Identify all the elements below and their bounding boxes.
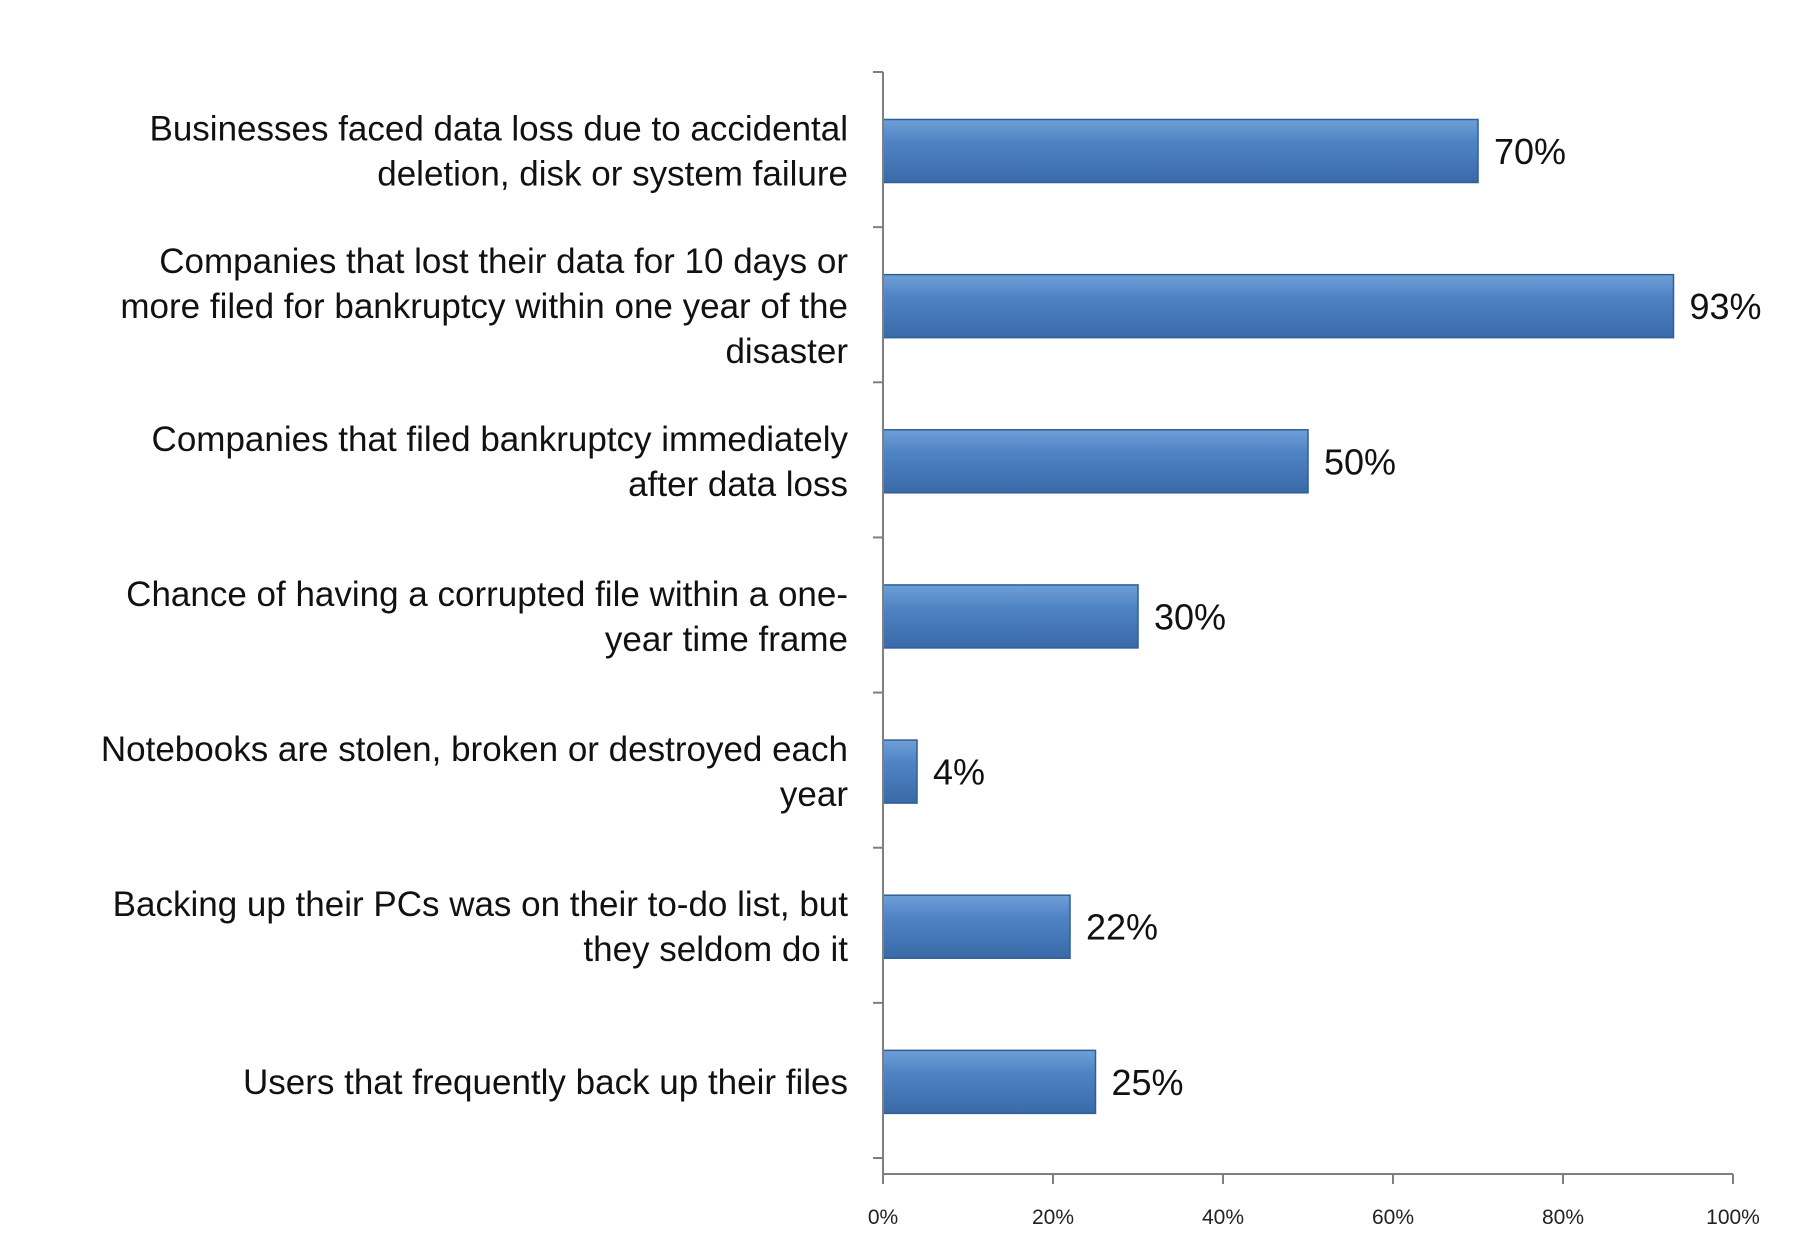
bar: [882, 739, 918, 804]
category-label-line: Chance of having a corrupted file within…: [126, 575, 848, 614]
value-label: 30%: [1154, 596, 1226, 637]
category-label: Backing up their PCs was on their to-do …: [113, 885, 849, 969]
bars-layer: [882, 118, 1675, 1115]
labels-layer: 70% Businesses faced data loss due to acc…: [101, 110, 1762, 1230]
category-label: Notebooks are stolen, broken or destroye…: [101, 730, 848, 814]
category-label: Businesses faced data loss due to accide…: [150, 110, 849, 194]
category-label-line: deletion, disk or system failure: [377, 155, 848, 194]
category-label-line: year time frame: [605, 620, 848, 659]
value-label: 4%: [933, 752, 985, 793]
category-label-line: disaster: [725, 332, 848, 371]
value-label: 22%: [1086, 907, 1158, 948]
category-label-line: after data loss: [628, 465, 848, 504]
x-tick-label: 80%: [1542, 1206, 1584, 1229]
value-label: 50%: [1324, 441, 1396, 482]
value-label: 25%: [1112, 1062, 1184, 1103]
bar: [882, 273, 1675, 339]
bar: [882, 584, 1139, 649]
category-label: Companies that filed bankruptcy immediat…: [152, 420, 849, 504]
bar: [882, 118, 1479, 184]
category-label: Users that frequently back up their file…: [243, 1063, 848, 1102]
x-tick-label: 20%: [1032, 1206, 1074, 1229]
bar: [882, 894, 1071, 959]
x-tick-label: 40%: [1202, 1206, 1244, 1229]
category-label-line: more filed for bankruptcy within one yea…: [120, 287, 848, 326]
x-tick-label: 60%: [1372, 1206, 1414, 1229]
category-label-line: Businesses faced data loss due to accide…: [150, 110, 849, 149]
x-tick-label: 100%: [1706, 1206, 1760, 1229]
category-label-line: Notebooks are stolen, broken or destroye…: [101, 730, 848, 769]
category-label-line: Companies that lost their data for 10 da…: [159, 242, 848, 281]
category-label-line: Backing up their PCs was on their to-do …: [113, 885, 849, 924]
category-label-line: Companies that filed bankruptcy immediat…: [152, 420, 849, 459]
category-label-line: they seldom do it: [583, 930, 848, 969]
bar: [882, 429, 1309, 494]
value-label: 70%: [1494, 131, 1566, 172]
category-label: Chance of having a corrupted file within…: [126, 575, 848, 659]
value-label: 93%: [1690, 286, 1762, 327]
category-label: Companies that lost their data for 10 da…: [120, 242, 848, 371]
bar: [882, 1049, 1097, 1115]
x-tick-label: 0%: [868, 1206, 898, 1229]
category-label-line: year: [780, 775, 848, 814]
axes-layer: [873, 71, 1734, 1184]
category-label-line: Users that frequently back up their file…: [243, 1063, 848, 1102]
